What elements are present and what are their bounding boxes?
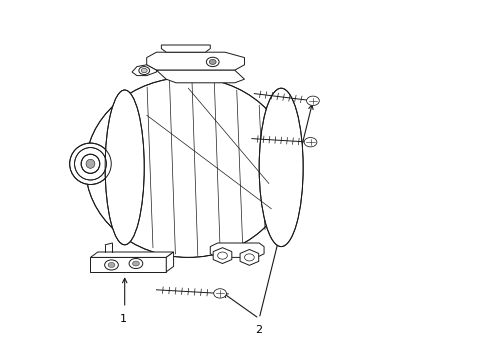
Ellipse shape: [85, 77, 290, 257]
Ellipse shape: [86, 159, 95, 168]
Circle shape: [306, 96, 319, 105]
Text: 2: 2: [254, 325, 261, 335]
Polygon shape: [240, 249, 258, 265]
Polygon shape: [146, 52, 244, 70]
Ellipse shape: [105, 90, 144, 245]
Polygon shape: [90, 252, 173, 257]
Polygon shape: [213, 248, 231, 264]
Polygon shape: [90, 257, 166, 272]
Ellipse shape: [74, 148, 106, 180]
Text: 1: 1: [120, 314, 126, 324]
Circle shape: [132, 261, 139, 266]
Ellipse shape: [81, 154, 100, 173]
Circle shape: [304, 138, 316, 147]
Circle shape: [206, 57, 219, 67]
Circle shape: [129, 258, 142, 269]
Polygon shape: [166, 252, 173, 272]
Ellipse shape: [259, 88, 303, 247]
Circle shape: [141, 68, 147, 73]
Circle shape: [213, 289, 226, 298]
Circle shape: [209, 59, 216, 64]
Polygon shape: [132, 65, 156, 76]
Ellipse shape: [69, 143, 111, 184]
Circle shape: [139, 67, 149, 75]
Polygon shape: [156, 70, 244, 83]
Polygon shape: [161, 45, 210, 52]
Polygon shape: [210, 243, 264, 257]
Circle shape: [108, 262, 115, 267]
Circle shape: [104, 260, 118, 270]
